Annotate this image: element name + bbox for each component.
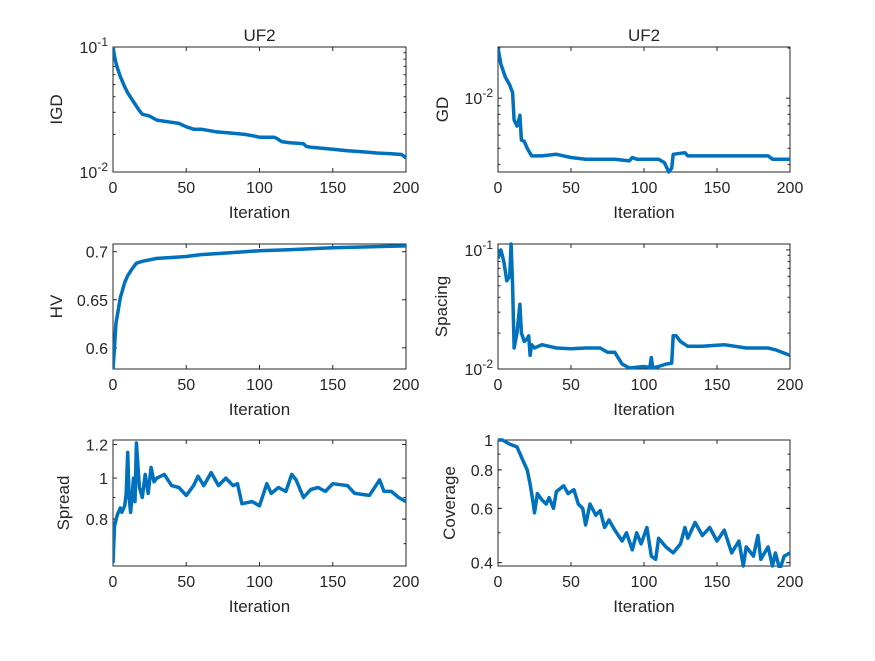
y-tick-label: 1 [99,471,108,488]
subplot-hv: 0 50 100 150 200 0.6 0.65 0.7 Iteration HV [47,243,420,419]
series-line-hv [113,244,407,370]
x-axis-label: Iteration [229,400,290,419]
y-tick-label: 10-1 [80,35,109,57]
x-axis-label: Iteration [229,597,290,616]
x-tick-label: 150 [704,377,731,394]
x-axis-label: Iteration [229,203,290,222]
subplot-spacing: 0 50 100 150 200 10-2 10-1 Iteration Spacing [432,238,803,419]
series-line-gd [498,47,790,174]
subplot-spread: 0 50 100 150 200 0.8 1 1.2 Iteration Spread [54,438,419,616]
x-tick-label: 150 [704,574,731,591]
x-tick-label: 100 [246,574,273,591]
y-axis-label: GD [433,97,452,123]
x-tick-label: 50 [177,574,195,591]
y-tick-label: 10-1 [465,238,494,260]
series-line-spacing [498,242,791,370]
y-tick-label: 10-2 [465,86,494,108]
axes-box [497,46,791,173]
x-tick-label: 100 [631,377,658,394]
subplot-igd: 0 50 100 150 200 10-2 10-1 Iteration IGD UF2 [47,26,419,222]
y-axis-label: Coverage [440,466,459,540]
x-tick-label: 50 [177,180,195,197]
x-tick-label: 0 [494,180,503,197]
x-tick-label: 150 [704,180,731,197]
y-tick-label: 0.4 [471,556,493,573]
y-tick-label: 10-2 [465,357,494,379]
x-tick-label: 0 [109,180,118,197]
subplot-title: UF2 [243,26,275,45]
x-tick-label: 0 [109,377,118,394]
x-tick-label: 0 [109,574,118,591]
x-tick-label: 0 [494,574,503,591]
y-tick-label: 0.8 [86,512,108,529]
axes-box [112,243,407,370]
x-tick-label: 200 [393,574,420,591]
y-tick-label: 0.6 [86,341,108,358]
y-tick-label: 0.6 [471,501,493,518]
axes-box [497,243,791,370]
x-tick-label: 100 [246,377,273,394]
y-tick-label: 0.7 [86,245,108,262]
y-axis-label: HV [47,294,66,318]
x-axis-label: Iteration [613,400,674,419]
y-tick-label: 1.2 [86,438,108,455]
y-tick-label: 1 [484,433,493,450]
x-tick-label: 150 [319,180,346,197]
x-axis-label: Iteration [613,203,674,222]
x-tick-label: 200 [777,180,804,197]
series-line-igd [113,46,408,160]
subplot-title: UF2 [628,26,660,45]
x-tick-label: 200 [777,574,804,591]
y-axis-label: Spread [54,476,73,531]
y-axis-label: IGD [47,94,66,124]
x-tick-label: 150 [319,574,346,591]
y-axis-label: Spacing [432,276,451,337]
y-tick-label: 10-2 [80,160,109,182]
x-tick-label: 50 [562,180,580,197]
x-tick-label: 0 [494,377,503,394]
x-tick-label: 150 [319,377,346,394]
x-tick-label: 100 [631,574,658,591]
x-tick-label: 200 [393,180,420,197]
series-line-spread [113,441,407,564]
x-tick-label: 200 [777,377,804,394]
x-tick-label: 50 [562,574,580,591]
x-tick-label: 50 [562,377,580,394]
series-line-coverage [498,438,791,568]
x-axis-label: Iteration [613,597,674,616]
y-tick-label: 0.65 [77,293,108,310]
subplot-gd: 0 50 100 150 200 10-2 Iteration GD UF2 [433,26,803,222]
x-tick-label: 100 [631,180,658,197]
x-tick-label: 200 [393,377,420,394]
y-tick-label: 0.8 [471,463,493,480]
x-tick-label: 50 [177,377,195,394]
x-tick-label: 100 [246,180,273,197]
subplot-coverage: 0 50 100 150 200 0.4 0.6 0.8 1 Iteration Coverage [440,433,803,616]
